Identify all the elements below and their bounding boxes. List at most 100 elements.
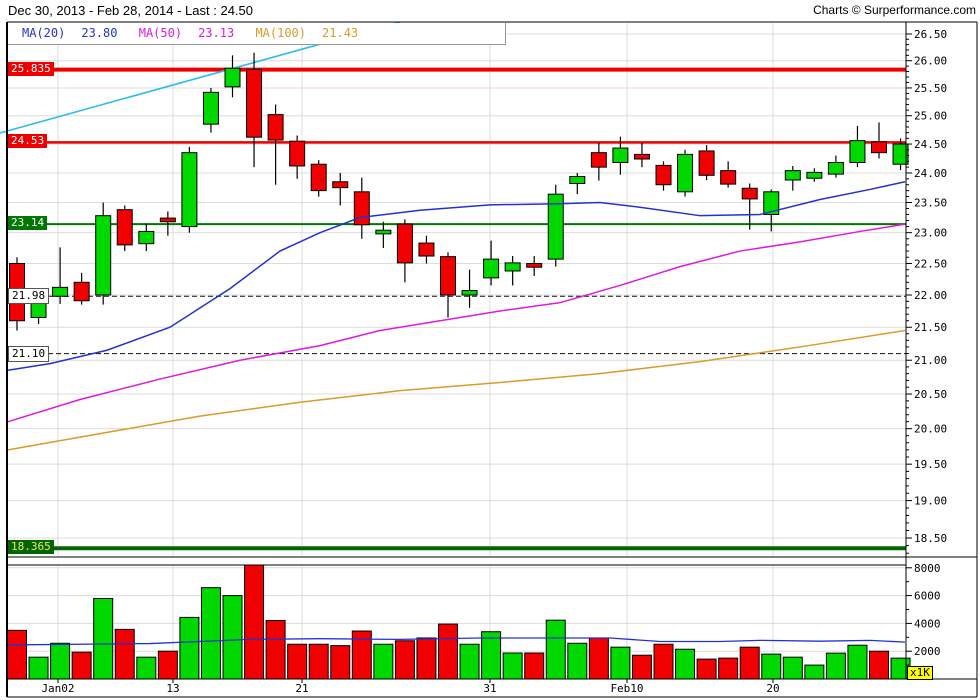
volume-layer [7,564,911,680]
svg-text:26.00: 26.00 [914,55,947,68]
level-badge-resistance-2453: 24.53 [8,134,48,148]
candle [655,164,672,186]
candle [267,114,284,141]
svg-text:18.50: 18.50 [914,532,947,545]
volume-bar [739,646,760,680]
level-badge-support-18365: 18.365 [8,540,54,554]
volume-bar [93,598,114,680]
candle [892,143,909,165]
candle [677,153,694,193]
svg-text:24.00: 24.00 [914,167,947,180]
volume-ma-line [7,637,906,646]
svg-text:25.00: 25.00 [914,110,947,123]
svg-text:13: 13 [166,682,179,695]
svg-text:Feb10: Feb10 [610,682,643,695]
frame-layer [6,21,978,698]
candle [569,175,586,185]
volume-bar [373,643,394,680]
volume-bar [567,642,588,680]
svg-text:22.00: 22.00 [914,289,947,302]
ma50-legend-label: MA(50) [138,26,183,40]
candle [332,181,349,189]
volume-bar [804,664,825,680]
svg-text:23.50: 23.50 [914,196,947,209]
volume-bar [351,630,372,680]
volume-bar [696,658,717,680]
volume-bar [28,656,49,680]
volume-unit-badge: x1K [907,666,933,680]
candle [461,290,478,296]
svg-text:24.50: 24.50 [914,138,947,151]
candles-layer [9,52,909,331]
candle [375,229,392,235]
svg-text:31: 31 [483,682,496,695]
volume-bar [610,646,631,680]
candle [418,242,435,257]
candle [483,258,500,279]
svg-text:21: 21 [295,682,308,695]
chart-title: Dec 30, 2013 - Feb 28, 2014 - Last : 24.… [8,3,253,18]
volume-bar [179,616,200,680]
volume-bar [675,648,696,680]
volume-bar [330,645,351,680]
candle [95,215,112,296]
volume-bar [631,654,652,680]
candle [633,153,650,160]
svg-text:21.00: 21.00 [914,354,947,367]
ma50-legend-value: 23.13 [198,26,235,40]
volume-bar [394,640,415,680]
volume-bar [265,619,286,680]
candle [526,262,543,268]
candle [159,217,176,223]
candle [396,223,413,264]
candle [784,170,801,181]
candle [827,161,844,175]
volume-bar [825,652,846,680]
candle [698,150,715,176]
level-badge-support-2314: 23.14 [8,216,48,230]
candle [289,140,306,167]
candle [353,191,370,226]
svg-text:2000: 2000 [914,645,941,658]
level-badge-pivot-2198: 21.98 [8,288,50,304]
volume-bar [847,644,868,680]
volume-bar [545,619,566,680]
candle [52,286,69,297]
svg-text:22.50: 22.50 [914,257,947,270]
grid-layer [8,23,906,679]
ma100-legend-label: MA(100) [255,26,307,40]
svg-text:6000: 6000 [914,590,941,603]
candle [741,187,758,200]
volume-bar [782,656,803,680]
volume-bar [50,642,71,680]
ma-legend: MA(20) 23.80 MA(50) 23.13 MA(100) 21.43 [8,23,506,45]
candle [612,147,629,163]
candle [590,152,607,168]
level-badge-resistance-25835: 25.835 [8,62,54,76]
volume-bar [244,564,265,680]
volume-bar [157,650,178,680]
ma100-legend-value: 21.43 [322,26,359,40]
volume-bar [200,587,221,680]
candle [720,170,737,185]
volume-bar [7,629,27,680]
candle [224,67,241,88]
volume-bar [438,623,458,680]
volume-bar [459,643,480,680]
candle [310,163,327,192]
ma20-line [7,181,906,372]
volume-bar [308,643,329,680]
ma50-line [7,223,906,423]
candle [871,141,887,154]
svg-text:21.50: 21.50 [914,321,947,334]
level-lines-layer [8,67,906,551]
volume-bar [718,657,739,680]
volume-bar [287,643,308,680]
svg-text:26.50: 26.50 [914,28,947,41]
candle [849,140,866,163]
candle [73,281,90,302]
volume-bar [114,628,135,680]
volume-bar [71,651,92,680]
volume-bar [869,650,889,680]
